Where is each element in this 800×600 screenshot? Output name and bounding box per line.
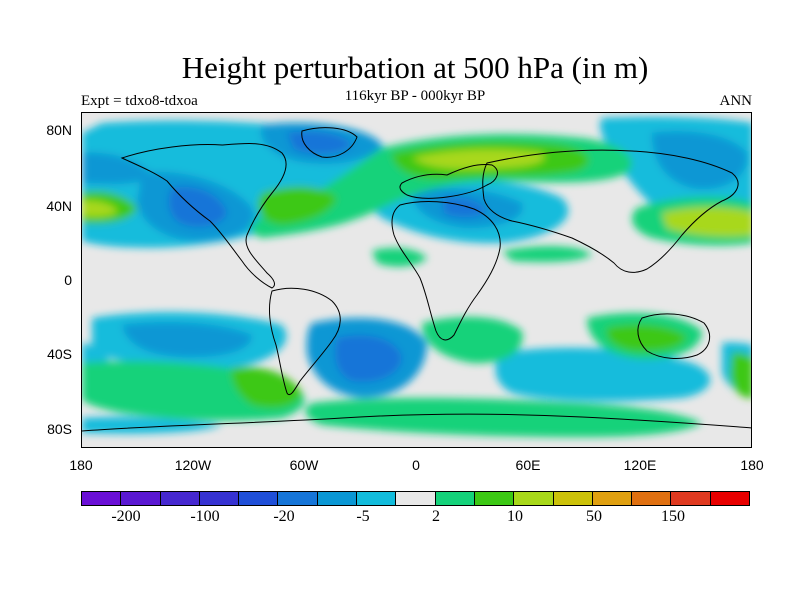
lon-label: 60E <box>515 457 541 473</box>
colorbar-swatch <box>435 492 475 505</box>
contour-region <box>422 316 523 364</box>
lon-label: 0 <box>412 457 420 473</box>
lon-label: 120E <box>623 457 657 473</box>
contour-region <box>122 322 252 358</box>
antarctica-outline <box>82 413 751 432</box>
europe-outline <box>399 164 498 199</box>
contour-region <box>372 247 427 267</box>
lon-label: 120W <box>174 457 212 473</box>
contour-region <box>502 246 592 263</box>
contour-region <box>606 324 687 352</box>
contour-region <box>305 398 702 438</box>
contour-region <box>231 366 302 408</box>
lon-label: 180 <box>740 457 764 473</box>
colorbar-swatch <box>82 492 122 505</box>
colorbar-swatch <box>199 492 240 505</box>
coastlines <box>82 127 751 432</box>
colorbar-tick-label: 50 <box>586 508 602 525</box>
contour-region <box>662 207 751 237</box>
colorbar-swatch <box>239 492 279 505</box>
asia-outline <box>482 149 739 273</box>
contour-region <box>412 149 545 170</box>
colorbar-swatch <box>396 492 436 505</box>
colorbar-tick-label: -20 <box>273 508 295 525</box>
contour-region <box>82 200 118 217</box>
colorbar-swatch <box>514 492 554 505</box>
lon-label: 180 <box>69 457 93 473</box>
colorbar-tick-label: -200 <box>111 508 141 525</box>
map-subtitle: 116kyr BP - 000kyr BP <box>344 88 486 104</box>
colorbar-swatch <box>553 492 593 505</box>
south-america-outline <box>268 287 341 396</box>
north-america-outline <box>120 143 287 289</box>
colorbar-swatch <box>357 492 397 505</box>
colorbar-swatch <box>474 492 515 505</box>
australia-outline <box>637 313 711 359</box>
contour-region <box>652 131 748 189</box>
lat-label: 40S <box>47 346 72 362</box>
colorbar-tick-label: 2 <box>432 508 440 525</box>
colorbar-swatch <box>317 492 358 505</box>
lat-label: 80N <box>46 122 72 138</box>
colorbar-tick-label: -5 <box>356 508 370 525</box>
colorbar-swatch <box>121 492 161 505</box>
contour-region <box>258 186 337 225</box>
contour-region <box>495 347 711 402</box>
season-label: ANN <box>719 93 753 109</box>
contour-region <box>287 131 352 154</box>
colorbar-swatch <box>632 492 672 505</box>
colorbar-swatch <box>592 492 633 505</box>
greenland-outline <box>301 127 358 158</box>
contour-region <box>168 186 227 227</box>
colorbar-swatch <box>710 492 750 505</box>
lat-label: 40N <box>46 198 72 214</box>
lon-label: 60W <box>289 457 319 473</box>
colorbar <box>81 491 750 506</box>
colorbar-swatch <box>160 492 200 505</box>
colorbar-tick-label: -100 <box>190 508 220 525</box>
colorbar-swatch <box>671 492 711 505</box>
lat-label: 80S <box>47 421 72 437</box>
lat-label: 0 <box>64 272 72 288</box>
contour-region <box>335 335 402 382</box>
contour-region <box>82 152 152 185</box>
contour-map <box>82 113 751 447</box>
map-panel <box>81 112 752 448</box>
colorbar-tick-label: 150 <box>661 508 685 525</box>
contour-region <box>442 197 487 218</box>
colorbar-tick-label: 10 <box>507 508 523 525</box>
contour-region <box>730 352 751 398</box>
colorbar-swatch <box>278 492 318 505</box>
experiment-label: Expt = tdxo8-tdxoa <box>81 93 198 109</box>
contour-region <box>82 416 222 434</box>
africa-outline <box>391 201 501 341</box>
map-title: Height perturbation at 500 hPa (in m) <box>181 50 649 85</box>
